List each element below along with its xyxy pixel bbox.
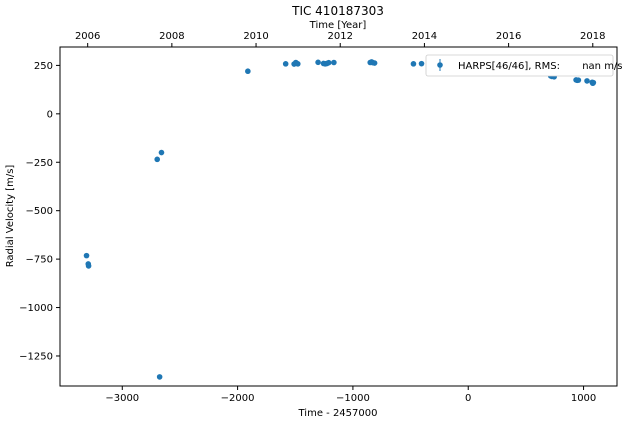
data-point [325, 59, 332, 66]
top-tick-label: 2006 [75, 31, 100, 42]
legend-box [425, 54, 614, 77]
y-tick-label: −1250 [19, 351, 53, 362]
x-axis: −3000 −2000 −1000 0 1000 [105, 386, 596, 404]
data-point [575, 77, 582, 83]
y-tick-label: 0 [47, 109, 53, 120]
y-tick-label: −500 [26, 206, 53, 217]
legend-label: HARPS[46/46], RMS: nan m/s [458, 61, 623, 72]
data-point [418, 60, 425, 67]
y-tick-label: 250 [34, 61, 53, 72]
chart-title: TIC 410187303 [291, 4, 384, 18]
data-point [83, 252, 90, 259]
y-tick-label: −250 [26, 158, 53, 169]
y-axis-title: Radial Velocity [m/s] [5, 165, 16, 268]
x-tick-label: 0 [465, 393, 471, 404]
top-tick-label: 2008 [159, 31, 184, 42]
top-axis-title: Time [Year] [309, 20, 367, 31]
x-axis-title: Time - 2457000 [298, 408, 378, 419]
data-point [371, 60, 378, 66]
legend-marker-icon [437, 62, 443, 68]
plot-frame [59, 46, 618, 387]
data-point [85, 263, 92, 269]
top-tick-label: 2012 [328, 31, 353, 42]
top-tick-label: 2016 [496, 31, 521, 42]
x-tick-label: 1000 [571, 393, 596, 404]
data-point [410, 61, 417, 67]
data-point [590, 79, 597, 86]
data-point [331, 59, 337, 66]
top-tick-label: 2018 [580, 31, 605, 42]
y-axis: 250 0 −250 −500 −750 −1000 −1250 [19, 61, 60, 362]
top-tick-label: 2014 [412, 31, 437, 42]
top-year-axis: 2006 2008 2010 2012 2014 2016 2018 [75, 31, 606, 47]
data-point [245, 68, 251, 75]
x-tick-label: −2000 [221, 393, 255, 404]
top-tick-label: 2010 [243, 31, 268, 42]
data-point [584, 78, 590, 84]
y-tick-label: −750 [26, 255, 53, 266]
x-tick-label: −3000 [105, 393, 139, 404]
data-point [158, 149, 165, 156]
y-tick-label: −1000 [19, 303, 53, 314]
data-point [282, 61, 289, 67]
data-points [83, 59, 597, 380]
legend: HARPS[46/46], RMS: nan m/s [425, 54, 623, 77]
data-point [156, 374, 163, 380]
x-tick-label: −1000 [336, 393, 370, 404]
data-point [294, 61, 301, 67]
data-point [154, 156, 161, 163]
data-point [315, 59, 321, 66]
